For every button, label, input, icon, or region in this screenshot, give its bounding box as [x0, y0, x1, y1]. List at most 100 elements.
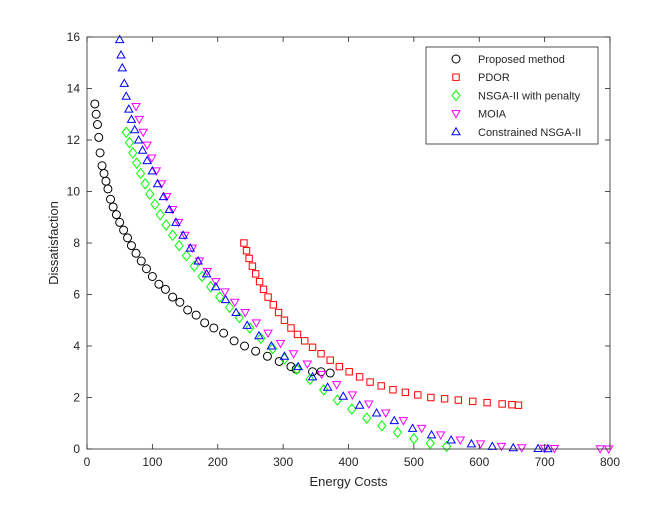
data-point	[475, 440, 486, 449]
data-point	[251, 319, 262, 328]
data-point	[362, 412, 372, 424]
y-tick-label: 16	[67, 30, 81, 44]
data-point	[231, 307, 241, 317]
data-point	[441, 440, 452, 453]
data-point	[142, 141, 153, 151]
data-point	[131, 248, 141, 258]
data-point	[533, 443, 543, 452]
data-point	[180, 231, 190, 241]
data-point	[103, 184, 113, 194]
data-point	[138, 128, 149, 138]
data-point	[516, 444, 527, 453]
data-point	[224, 301, 235, 314]
legend-item: Proposed method	[451, 54, 565, 66]
data-point	[300, 337, 309, 345]
data-point	[210, 281, 221, 291]
data-point	[259, 285, 268, 294]
data-point	[187, 244, 198, 254]
data-point	[123, 233, 133, 243]
legend-marker	[452, 73, 460, 81]
data-point	[219, 328, 229, 338]
data-point	[338, 391, 349, 400]
x-axis-title: Energy Costs	[309, 474, 388, 489]
data-point	[229, 298, 240, 308]
data-point	[242, 320, 253, 329]
y-tick-label: 14	[67, 82, 81, 96]
data-point	[191, 310, 201, 320]
y-tick-label: 2	[73, 391, 80, 405]
data-point	[141, 264, 151, 274]
data-point	[209, 323, 219, 333]
data-point	[135, 167, 146, 180]
data-point	[401, 388, 410, 397]
data-point	[108, 202, 118, 212]
data-marks	[90, 34, 614, 455]
data-point	[111, 210, 121, 220]
data-point	[279, 351, 290, 360]
data-point	[508, 442, 519, 452]
data-point	[469, 397, 477, 406]
series-proposed-method	[90, 99, 335, 378]
data-point	[496, 442, 507, 452]
data-point	[335, 362, 344, 371]
data-point	[173, 218, 184, 228]
data-point	[119, 225, 129, 235]
data-point	[200, 318, 210, 328]
x-tick-label: 100	[142, 455, 162, 469]
data-point	[210, 278, 221, 287]
data-point	[409, 432, 419, 445]
data-point	[425, 437, 435, 450]
data-point	[292, 363, 302, 375]
data-point	[185, 243, 196, 252]
legend-label: NSGA-II with penalty	[478, 90, 581, 102]
data-point	[347, 403, 357, 415]
data-point	[355, 373, 364, 381]
data-point	[178, 230, 188, 239]
series-moia	[131, 103, 614, 455]
data-point	[347, 391, 358, 400]
legend-marker	[451, 126, 461, 136]
legend: Proposed method PDOR NSGA-II with penalty M…	[425, 46, 599, 145]
legend-item: Constrained NSGA-II	[451, 126, 581, 139]
data-point	[354, 400, 365, 409]
data-point	[152, 178, 163, 188]
x-tick-label: 700	[535, 455, 555, 469]
data-point	[140, 177, 150, 190]
data-point	[264, 293, 272, 301]
x-tick-label: 200	[208, 455, 228, 469]
y-tick-label: 6	[73, 288, 80, 302]
series-nsga-ii-with-penalty	[121, 126, 452, 453]
data-point	[366, 378, 374, 386]
data-point	[326, 356, 334, 364]
data-point	[115, 217, 125, 227]
data-point	[242, 247, 251, 255]
x-tick-label: 400	[338, 455, 358, 469]
data-point	[266, 340, 277, 350]
data-point	[205, 280, 216, 293]
series-constrained-nsga-ii	[114, 34, 553, 453]
x-tick-label: 0	[84, 455, 91, 469]
x-tick-label: 300	[273, 455, 293, 469]
data-point	[371, 407, 382, 417]
data-point	[275, 339, 286, 349]
data-point	[416, 424, 427, 434]
data-point	[446, 434, 457, 444]
data-point	[147, 271, 157, 281]
data-point	[106, 194, 116, 204]
data-point	[543, 443, 553, 453]
data-point	[316, 370, 327, 380]
data-point	[302, 360, 313, 370]
data-point	[160, 284, 170, 294]
data-point	[377, 382, 385, 390]
data-point	[466, 438, 477, 448]
data-point	[317, 350, 325, 358]
data-point	[377, 420, 387, 432]
data-point	[174, 239, 184, 252]
legend-item: MOIA	[451, 109, 507, 121]
data-point	[398, 417, 409, 426]
data-point	[392, 426, 403, 439]
data-point	[255, 277, 264, 286]
data-point	[245, 254, 253, 263]
legend-marker	[451, 54, 461, 64]
